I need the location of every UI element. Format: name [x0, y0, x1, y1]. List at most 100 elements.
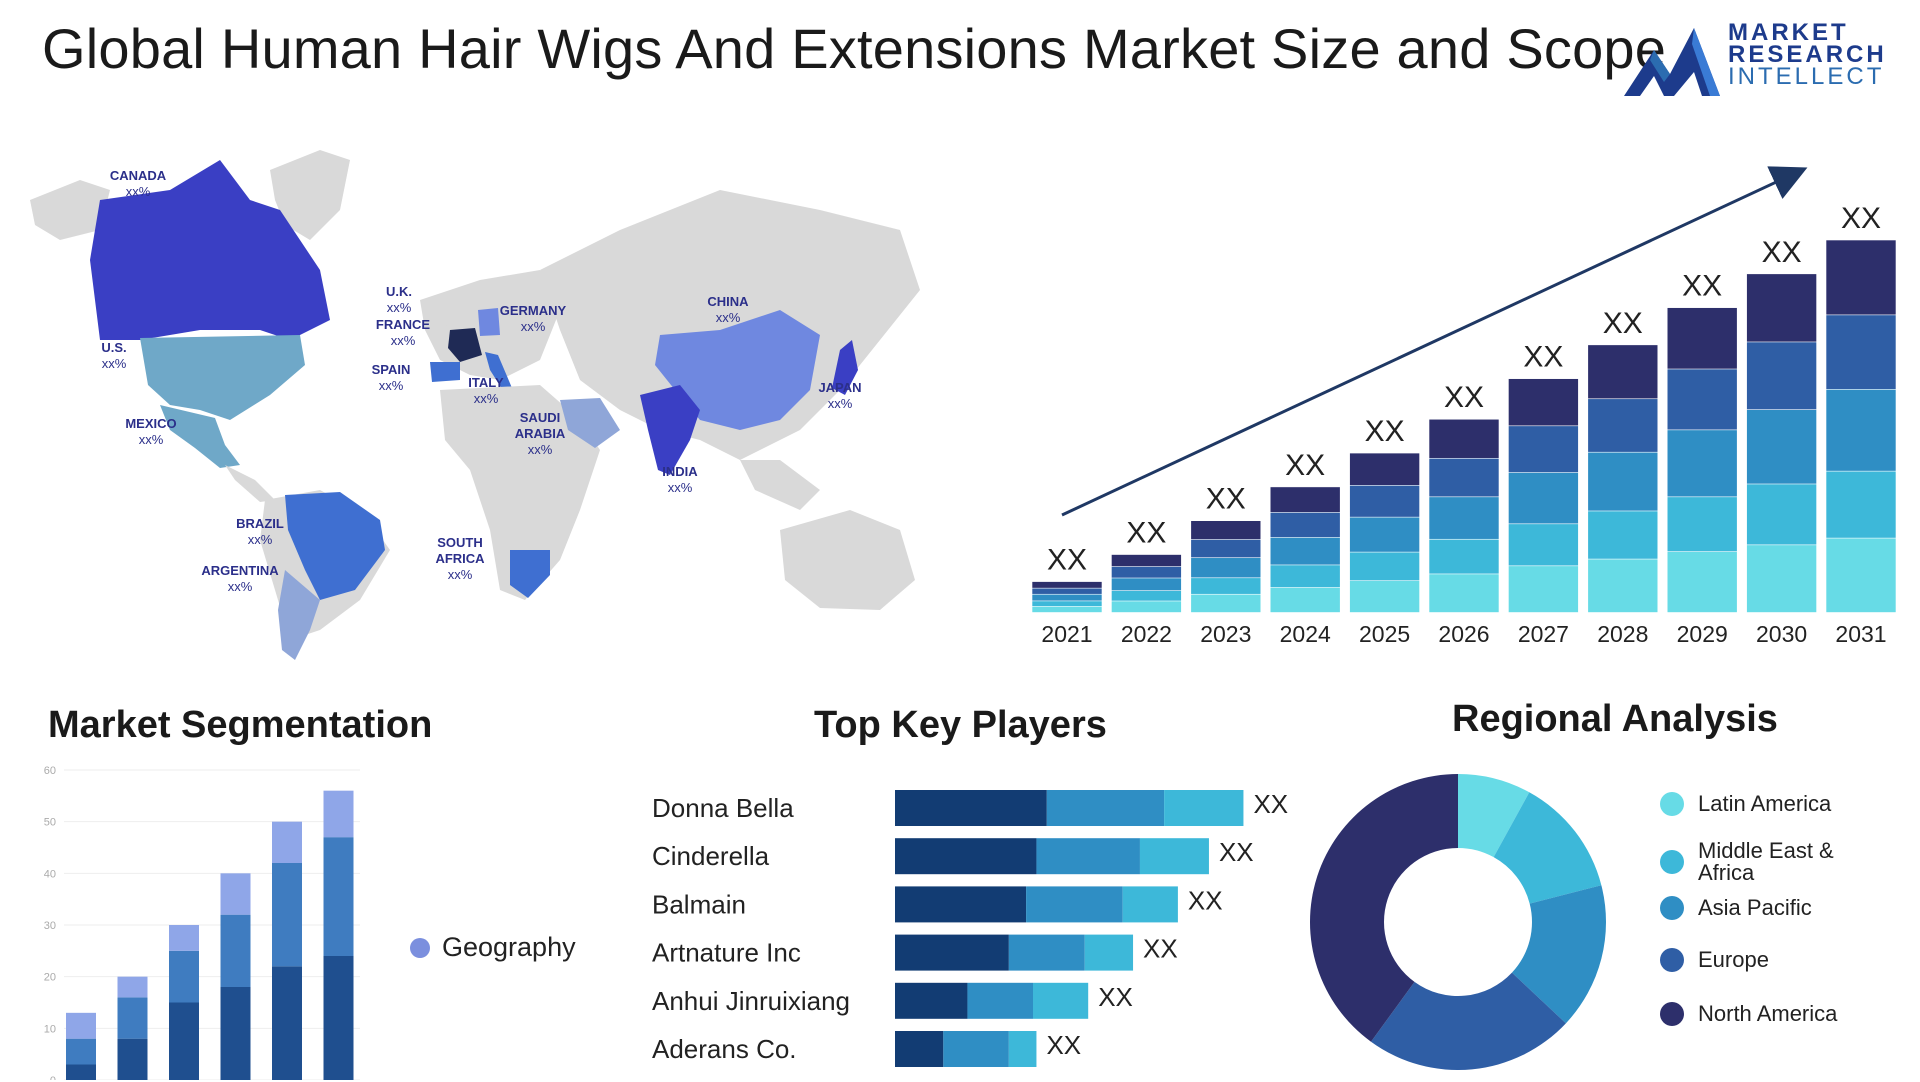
- player-name-anhui-jinruixiang: Anhui Jinruixiang: [652, 986, 850, 1016]
- legend-dot-icon: [1660, 948, 1684, 972]
- seg-bar-6: [323, 790, 354, 1080]
- seg-bar-segment: [220, 873, 251, 915]
- player-bar-segment: [1033, 982, 1089, 1019]
- legend-north-america: North America: [1660, 1002, 1837, 1026]
- growth-bar-segment: [1111, 565, 1182, 579]
- map-label-france: FRANCE xx%: [376, 317, 430, 348]
- player-bar-segment: [1046, 790, 1165, 826]
- growth-value-label: XX: [1444, 381, 1484, 414]
- growth-bar-segment: [1587, 344, 1659, 400]
- growth-bar-segment: [1269, 511, 1341, 538]
- logo-line-2: RESEARCH: [1728, 41, 1887, 68]
- growth-bar-segment: [1428, 573, 1500, 613]
- growth-bar-segment: [1269, 586, 1341, 613]
- map-italy: [485, 352, 512, 392]
- growth-bar-segment: [1190, 538, 1262, 559]
- page-title: Global Human Hair Wigs And Extensions Ma…: [42, 17, 1667, 80]
- growth-bar-2029: [1666, 307, 1738, 613]
- growth-bar-segment: [1508, 425, 1579, 473]
- map-spain: [430, 362, 460, 382]
- growth-bar-segment: [1269, 536, 1341, 566]
- map-value-south-africa: xx%: [448, 567, 473, 582]
- map-label-u-k: U.K. xx%: [386, 284, 412, 315]
- player-bar-segment: [967, 982, 1033, 1019]
- seg-bar-segment: [169, 1002, 199, 1080]
- growth-bar-segment: [1031, 581, 1103, 589]
- growth-bar-segment: [1666, 496, 1738, 552]
- legend-geography: Geography: [410, 932, 576, 963]
- growth-bar-segment: [1269, 486, 1341, 513]
- growth-bar-segment: [1508, 565, 1579, 613]
- map-value-u-s: xx%: [102, 356, 127, 371]
- growth-bar-segment: [1825, 537, 1897, 613]
- growth-bar-2028: [1587, 344, 1659, 613]
- map-label-germany: GERMANY xx%: [500, 303, 567, 334]
- player-bar-segment: [1008, 934, 1085, 971]
- growth-bar-segment: [1746, 544, 1817, 613]
- segmentation-bars: [66, 790, 354, 1080]
- seg-y-tick: 50: [44, 817, 56, 829]
- growth-bar-segment: [1111, 589, 1182, 602]
- map-value-canada: xx%: [126, 184, 151, 199]
- map-south-africa: [510, 550, 550, 598]
- player-value-label: XX: [1143, 934, 1178, 964]
- seg-y-tick: 60: [44, 765, 56, 777]
- player-value-label: XX: [1219, 837, 1254, 867]
- map-label-italy: ITALY xx%: [468, 375, 504, 406]
- seg-bar-segment: [323, 837, 354, 956]
- growth-bar-segment: [1666, 429, 1738, 498]
- map-canada: [90, 160, 330, 340]
- growth-bar-segment: [1746, 341, 1817, 410]
- growth-value-label: XX: [1603, 307, 1643, 340]
- map-central-america: [225, 465, 275, 502]
- map-value-germany: xx%: [521, 319, 546, 334]
- growth-bar-segment: [1349, 516, 1420, 553]
- growth-bar-segment: [1746, 408, 1817, 485]
- player-name-cinderella: Cinderella: [652, 841, 770, 871]
- map-argentina: [278, 570, 320, 660]
- trend-arrow: [1061, 166, 1808, 517]
- growth-value-label: XX: [1126, 517, 1166, 550]
- growth-bar-segment: [1825, 470, 1897, 539]
- regional-analysis-heading: Regional Analysis: [1452, 698, 1778, 740]
- legend-dot-icon: [1660, 896, 1684, 920]
- map-japan: [832, 340, 858, 395]
- growth-bar-segment: [1746, 273, 1817, 343]
- map-label-mexico: MEXICO xx%: [125, 416, 176, 447]
- map-uk: [430, 300, 448, 330]
- map-alaska: [30, 180, 110, 240]
- growth-bar-segment: [1428, 496, 1500, 540]
- seg-bar-segment: [117, 1038, 148, 1080]
- segmentation-grid: 0 10 20 30 40 50 60: [44, 765, 360, 1080]
- growth-bar-2021: [1031, 581, 1103, 613]
- legend-label: Latin America: [1698, 791, 1832, 816]
- map-saudi-arabia: [560, 398, 620, 448]
- growth-bar-segment: [1190, 593, 1262, 613]
- growth-bar-segment: [1666, 307, 1738, 370]
- seg-bar-segment: [169, 925, 199, 951]
- map-mexico: [160, 405, 240, 468]
- growth-bar-segment: [1666, 550, 1738, 613]
- player-value-label: XX: [1046, 1030, 1081, 1060]
- regional-donut-chart: [1310, 774, 1606, 1070]
- player-bar-segment: [895, 982, 968, 1019]
- map-value-india: xx%: [668, 480, 693, 495]
- donut-slice-north-america: [1310, 774, 1458, 1042]
- map-label-saudi-arabia: SAUDI ARABIA xx%: [515, 410, 566, 457]
- map-southeast-asia: [740, 460, 820, 510]
- growth-bar-segment: [1587, 397, 1659, 453]
- seg-bar-1: [66, 1012, 96, 1080]
- growth-bar-segment: [1031, 600, 1103, 607]
- growth-bar-segment: [1825, 314, 1897, 390]
- player-bar-segment: [1008, 1031, 1037, 1067]
- player-name-donna-bella: Donna Bella: [652, 793, 794, 823]
- growth-year-label: 2027: [1518, 621, 1569, 647]
- map-label-china: CHINA xx%: [707, 294, 749, 325]
- growth-bar-segment: [1349, 484, 1420, 518]
- map-value-saudi-arabia: xx%: [528, 442, 553, 457]
- seg-y-tick: 0: [50, 1075, 56, 1080]
- seg-y-tick: 40: [44, 868, 56, 880]
- player-name-artnature-inc: Artnature Inc: [652, 938, 801, 968]
- map-label-brazil: BRAZIL xx%: [236, 516, 284, 547]
- market-segmentation-heading: Market Segmentation: [48, 704, 433, 746]
